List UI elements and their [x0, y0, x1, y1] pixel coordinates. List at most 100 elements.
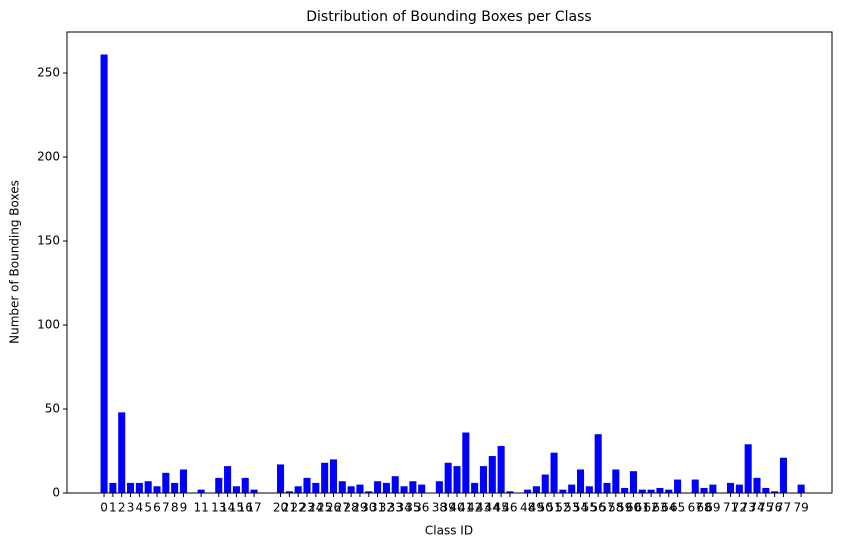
x-tick-label: 38 — [432, 501, 447, 515]
bar — [135, 482, 143, 493]
bar — [144, 481, 152, 493]
bar — [215, 477, 223, 493]
bar — [541, 474, 549, 493]
y-tick-label: 250 — [37, 65, 60, 79]
bar — [700, 487, 708, 493]
x-tick-label: 40 — [449, 501, 464, 515]
bar — [285, 491, 293, 493]
bar — [171, 482, 179, 493]
x-tick-label: 16 — [238, 501, 253, 515]
bar — [550, 452, 558, 493]
bar — [321, 462, 329, 493]
bar — [753, 477, 761, 493]
x-tick-label: 4 — [136, 501, 144, 515]
bar — [779, 457, 787, 493]
x-tick-label: 69 — [705, 501, 720, 515]
bar — [603, 482, 611, 493]
x-tick-label: 7 — [162, 501, 170, 515]
bar — [232, 486, 240, 493]
bar — [444, 462, 452, 493]
bar — [462, 432, 470, 493]
bar — [179, 469, 187, 493]
x-tick-label: 33 — [388, 501, 403, 515]
x-tick-label: 52 — [555, 501, 570, 515]
bar — [674, 479, 682, 493]
bar — [356, 484, 364, 493]
x-tick-label: 67 — [688, 501, 703, 515]
bar — [453, 466, 461, 493]
x-tick-label: 74 — [749, 501, 764, 515]
bar — [294, 486, 302, 493]
bar — [435, 481, 443, 493]
x-tick-label: 2 — [118, 501, 126, 515]
x-tick-label: 54 — [573, 501, 588, 515]
x-tick-label: 8 — [171, 501, 179, 515]
bar — [241, 477, 249, 493]
x-axis-label: Class ID — [425, 524, 473, 538]
bar — [162, 472, 170, 493]
bar — [647, 489, 655, 493]
x-tick-label: 72 — [732, 501, 747, 515]
x-tick-label: 44 — [485, 501, 500, 515]
bar — [497, 445, 505, 493]
bar — [727, 482, 735, 493]
bar — [665, 489, 673, 493]
x-tick-label: 63 — [652, 501, 667, 515]
bar — [638, 489, 646, 493]
bar — [594, 434, 602, 493]
x-tick-label: 48 — [520, 501, 535, 515]
bar — [797, 484, 805, 493]
bar — [506, 491, 514, 493]
x-tick-label: 29 — [352, 501, 367, 515]
bar — [612, 469, 620, 493]
bar — [224, 466, 232, 493]
x-tick-label: 24 — [308, 501, 323, 515]
x-tick-label: 9 — [180, 501, 188, 515]
x-tick-label: 3 — [127, 501, 135, 515]
bar — [532, 486, 540, 493]
x-tick-label: 51 — [546, 501, 561, 515]
bar — [709, 484, 717, 493]
x-tick-label: 45 — [493, 501, 508, 515]
x-tick-label: 32 — [379, 501, 394, 515]
bar — [629, 471, 637, 493]
y-tick-label: 200 — [37, 149, 60, 163]
bar — [153, 486, 161, 493]
bar — [524, 489, 532, 493]
x-tick-label: 35 — [405, 501, 420, 515]
x-tick-label: 59 — [617, 501, 632, 515]
x-tick-label: 58 — [608, 501, 623, 515]
bar — [771, 491, 779, 493]
x-tick-label: 6 — [153, 501, 161, 515]
x-tick-label: 17 — [246, 501, 261, 515]
x-tick-label: 23 — [299, 501, 314, 515]
x-tick-label: 34 — [396, 501, 411, 515]
bar — [329, 459, 337, 493]
x-tick-label: 13 — [211, 501, 226, 515]
bar — [488, 456, 496, 493]
x-tick-label: 30 — [361, 501, 376, 515]
bar — [303, 477, 311, 493]
x-tick-label: 53 — [564, 501, 579, 515]
x-tick-label: 41 — [458, 501, 473, 515]
x-tick-label: 55 — [582, 501, 597, 515]
x-tick-label: 26 — [326, 501, 341, 515]
x-tick-label: 27 — [335, 501, 350, 515]
bar — [250, 489, 258, 493]
plot-frame — [66, 31, 833, 494]
bar — [197, 489, 205, 493]
bar — [585, 486, 593, 493]
bar — [100, 54, 108, 493]
x-tick-label: 57 — [599, 501, 614, 515]
x-tick-label: 42 — [467, 501, 482, 515]
x-tick-label: 43 — [476, 501, 491, 515]
bar — [400, 486, 408, 493]
x-tick-label: 28 — [343, 501, 358, 515]
x-tick-label: 60 — [626, 501, 641, 515]
x-tick-label: 64 — [661, 501, 676, 515]
x-tick-label: 31 — [370, 501, 385, 515]
x-tick-label: 73 — [741, 501, 756, 515]
x-tick-label: 76 — [767, 501, 782, 515]
bar — [409, 481, 417, 493]
